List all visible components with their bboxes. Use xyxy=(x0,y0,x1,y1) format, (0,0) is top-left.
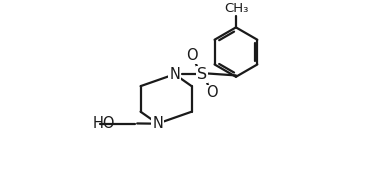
Text: N: N xyxy=(152,116,163,131)
Text: CH₃: CH₃ xyxy=(224,2,248,15)
Text: N: N xyxy=(169,67,180,82)
Text: O: O xyxy=(186,48,198,63)
Text: S: S xyxy=(197,67,207,82)
Text: O: O xyxy=(206,85,218,100)
Text: HO: HO xyxy=(93,116,116,131)
